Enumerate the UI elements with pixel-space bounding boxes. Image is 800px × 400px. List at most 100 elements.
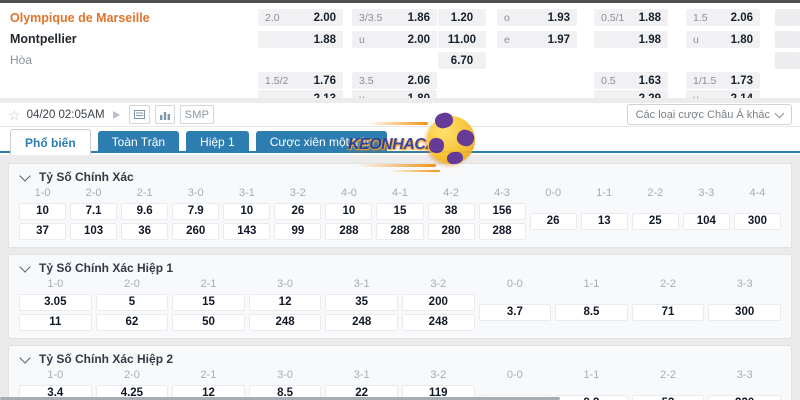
tab-pho-bien[interactable]: Phổ biến xyxy=(10,129,91,155)
odds-cell[interactable]: 15 xyxy=(172,294,245,311)
odds-cell[interactable]: 0.5 1.63 xyxy=(594,72,668,89)
tab-toan-tran[interactable]: Toàn Trận xyxy=(97,131,180,153)
odds-cell[interactable]: 99 xyxy=(274,223,322,240)
odds-cell[interactable]: 288 xyxy=(478,223,526,240)
odds-cell[interactable]: 3.5 2.06 xyxy=(352,72,437,89)
odds-cell[interactable]: 3/3.5 1.86 xyxy=(352,9,437,26)
section-header[interactable]: Tỷ Số Chính Xác xyxy=(15,168,785,187)
odds-cell[interactable]: 10 xyxy=(325,203,373,220)
odds-cell[interactable]: 6.70 xyxy=(438,52,486,69)
odds-cell-empty xyxy=(775,9,800,26)
odds-cell[interactable]: 1.5/2 1.76 xyxy=(258,72,343,89)
tab-cuoc-xien[interactable]: Cược xiên một trận xyxy=(255,131,387,153)
odds-cell[interactable]: 280 xyxy=(427,223,475,240)
odds-cell[interactable]: 288 xyxy=(376,223,424,240)
odds-cell[interactable]: 26 xyxy=(529,213,577,230)
odds-cell[interactable]: 35 xyxy=(325,294,398,311)
score-column: 2-0 7.1 103 xyxy=(70,187,118,240)
odds-cell[interactable]: 38 xyxy=(427,203,475,220)
odds-cell[interactable]: 36 xyxy=(121,223,169,240)
score-column: 2-2 53 xyxy=(631,369,705,400)
odds-cell[interactable]: 143 xyxy=(223,223,271,240)
score-label: 1-1 xyxy=(583,369,600,381)
odds-cell[interactable]: u 1.80 xyxy=(686,31,760,48)
odds-cell[interactable]: 3.05 xyxy=(19,294,92,311)
odds-cell[interactable]: 8.5 xyxy=(555,304,628,321)
odds-cell[interactable]: o 1.93 xyxy=(497,9,577,26)
odds-cell[interactable]: 300 xyxy=(708,304,781,321)
bottom-scroll-indicator[interactable] xyxy=(0,397,560,400)
smp-button[interactable]: SMP xyxy=(179,105,215,124)
odds-cell[interactable]: 22 xyxy=(325,385,398,400)
odds-cell[interactable]: 103 xyxy=(70,223,118,240)
score-label: 4-2 xyxy=(443,187,459,199)
odds-cell[interactable]: 3.4 xyxy=(19,385,92,400)
odds-cell[interactable]: 25 xyxy=(631,213,679,230)
odds-cell[interactable]: 156 xyxy=(478,203,526,220)
odds-cell[interactable]: 1.5 2.06 xyxy=(686,9,760,26)
odds-cell[interactable]: 2.0 2.00 xyxy=(258,9,343,26)
score-odds-grid: 1-0 10 37 2-0 7.1 103 2-1 9.6 36 3-0 7.9 260 3-1 10 14… xyxy=(15,187,785,240)
odds-cell[interactable]: 200 xyxy=(401,294,475,311)
odds-cell[interactable]: 3.7 xyxy=(478,304,552,321)
odds-cell[interactable]: 9.2 xyxy=(555,395,628,400)
score-column: 3-122230 xyxy=(325,369,398,400)
section-header[interactable]: Tỷ Số Chính Xác Hiệp 1 xyxy=(15,259,785,278)
odds-cell[interactable]: 230 xyxy=(708,395,781,400)
odds-cell[interactable]: 26 xyxy=(274,203,322,220)
odds-cell[interactable]: 248 xyxy=(325,314,398,331)
odds-cell[interactable]: 104 xyxy=(682,213,730,230)
odds-cell[interactable]: e 1.97 xyxy=(497,31,577,48)
odds-cell[interactable]: 1.88 xyxy=(258,31,343,48)
odds-value: 2.06 xyxy=(407,74,430,87)
odds-cell[interactable]: 62 xyxy=(95,314,169,331)
odds-value: 1.20 xyxy=(450,11,474,24)
score-column: 3-2 200 248 xyxy=(401,278,475,331)
odds-cell[interactable]: 5 xyxy=(95,294,169,311)
odds-cell[interactable]: 71 xyxy=(631,304,705,321)
odds-cell[interactable]: 12 xyxy=(248,294,322,311)
odds-cell[interactable]: 0.5/1 1.88 xyxy=(594,9,668,26)
odds-cell[interactable]: 13 xyxy=(580,213,628,230)
chevron-down-icon xyxy=(19,351,31,364)
odds-cell[interactable]: 248 xyxy=(248,314,322,331)
favorite-star-icon[interactable]: ☆ xyxy=(8,106,21,123)
odds-cell[interactable]: 288 xyxy=(325,223,373,240)
odds-cell[interactable]: 12 xyxy=(172,385,245,400)
odds-cell[interactable]: 37 xyxy=(19,223,67,240)
odds-cell[interactable]: 53 xyxy=(631,395,705,400)
odds-cell[interactable]: 9.6 xyxy=(121,203,169,220)
odds-cell[interactable]: 4.25 xyxy=(95,385,169,400)
odds-cell[interactable]: 10 xyxy=(223,203,271,220)
play-icon[interactable] xyxy=(112,110,120,119)
odds-cell[interactable]: 1/1.5 1.73 xyxy=(686,72,760,89)
odds-cell[interactable]: 10 xyxy=(19,203,67,220)
handicap-label: 1.5/2 xyxy=(265,74,289,87)
odds-value: 1.76 xyxy=(313,74,336,87)
odds-cell[interactable]: 248 xyxy=(401,314,475,331)
odds-value: 11.00 xyxy=(447,33,477,46)
odds-cell[interactable]: 7.1 xyxy=(70,203,118,220)
section-header[interactable]: Tỷ Số Chính Xác Hiệp 2 xyxy=(15,350,785,369)
odds-cell[interactable]: 260 xyxy=(172,223,220,240)
odds-cell[interactable]: 15 xyxy=(376,203,424,220)
odds-cell[interactable]: 11 xyxy=(19,314,92,331)
odds-cell[interactable]: 7.9 xyxy=(172,203,220,220)
asian-bets-dropdown[interactable]: Các loại cược Châu Á khác xyxy=(626,104,792,125)
odds-cell[interactable]: 300 xyxy=(733,213,781,230)
odds-cell[interactable]: 50 xyxy=(172,314,245,331)
odds-cell[interactable]: 1.20 xyxy=(438,9,486,26)
odds-value: 1.86 xyxy=(407,11,430,24)
odds-cell[interactable]: 1.98 xyxy=(594,31,668,48)
odds-cell[interactable]: u 2.00 xyxy=(352,31,437,48)
stats-button[interactable] xyxy=(154,105,175,124)
tab-hiep-1[interactable]: Hiệp 1 xyxy=(186,131,249,153)
odds-cell[interactable]: 11.00 xyxy=(438,31,486,48)
odds-cell[interactable]: 119 xyxy=(401,385,475,400)
odds-cell[interactable]: 8.5 xyxy=(248,385,322,400)
score-column: 3-2119230 xyxy=(401,369,475,400)
score-label: 3-2 xyxy=(430,278,447,290)
live-tv-button[interactable] xyxy=(128,105,150,124)
score-label: 3-0 xyxy=(277,278,294,290)
